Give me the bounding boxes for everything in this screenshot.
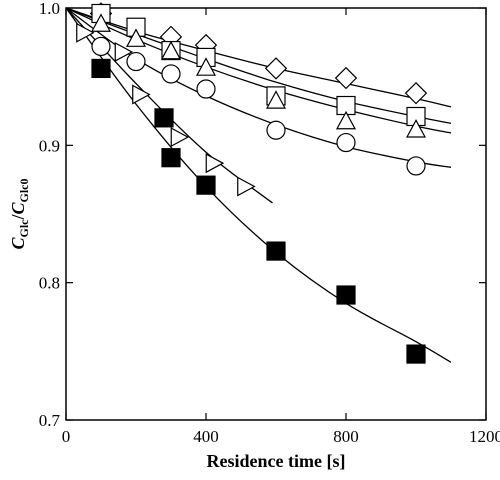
data-point xyxy=(90,13,112,32)
y-label-part: Glc xyxy=(17,219,31,238)
data-point xyxy=(406,344,426,364)
data-point xyxy=(265,90,287,109)
plot-frame xyxy=(65,7,487,421)
data-point xyxy=(266,241,286,261)
data-point xyxy=(196,79,216,99)
data-point xyxy=(161,64,181,84)
data-point xyxy=(237,176,256,197)
data-point xyxy=(404,81,428,105)
data-point xyxy=(335,110,357,130)
data-point xyxy=(264,57,288,80)
y-tick-label: 0.8 xyxy=(39,274,60,293)
y-tick-label: 1.0 xyxy=(39,0,60,18)
y-label-part: C xyxy=(8,237,28,250)
data-point xyxy=(126,51,146,72)
data-point xyxy=(196,175,216,195)
x-axis-label: Residence time [s] xyxy=(207,451,346,471)
data-point xyxy=(266,120,286,140)
data-point xyxy=(114,41,134,62)
x-tick-label: 1200 xyxy=(469,427,500,446)
x-tick-label: 0 xyxy=(62,427,71,446)
y-label-part: Glc0 xyxy=(17,178,31,202)
y-label-part: / xyxy=(8,214,28,221)
y-label-part: C xyxy=(8,201,28,214)
data-point xyxy=(336,285,356,305)
data-point xyxy=(132,84,151,105)
data-point xyxy=(125,28,147,47)
data-point xyxy=(170,127,190,148)
data-point xyxy=(205,153,225,174)
data-point xyxy=(334,66,358,90)
data-point xyxy=(405,119,427,138)
y-tick-label: 0.7 xyxy=(39,411,61,430)
data-point xyxy=(91,58,111,79)
x-tick-label: 800 xyxy=(333,427,359,446)
data-point xyxy=(161,148,181,168)
data-point xyxy=(76,22,95,43)
y-tick-label: 0.9 xyxy=(39,136,60,155)
y-axis-label: CGlc/CGlc0 xyxy=(8,178,31,249)
data-point xyxy=(160,40,182,60)
data-point xyxy=(406,156,426,176)
x-tick-label: 400 xyxy=(193,427,219,446)
data-point xyxy=(154,108,174,128)
data-point xyxy=(195,57,217,76)
data-point xyxy=(336,132,356,153)
data-point xyxy=(91,36,111,57)
